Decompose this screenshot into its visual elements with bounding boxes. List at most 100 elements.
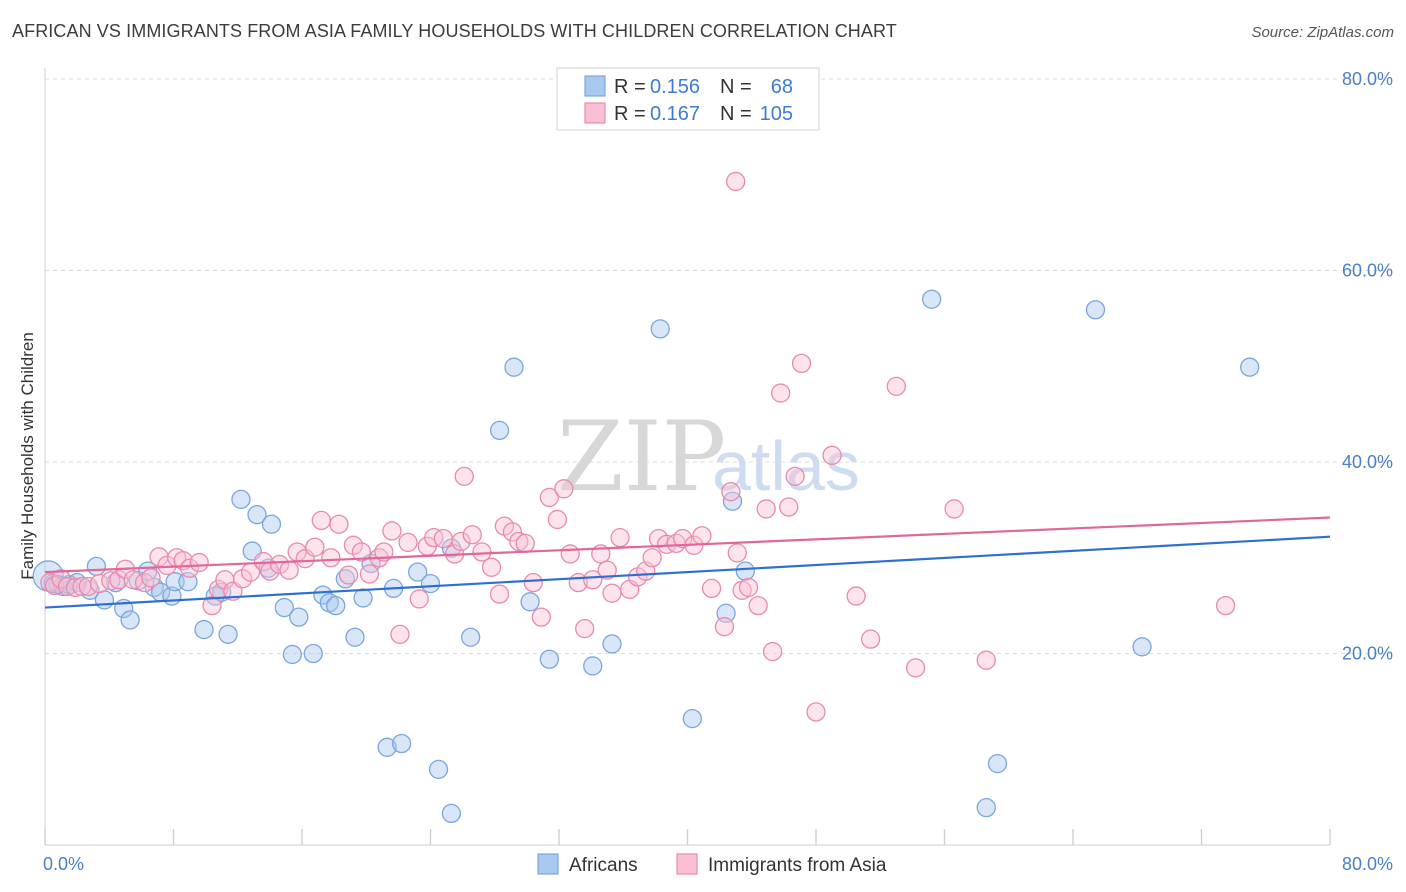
point-1-54 (481, 557, 502, 577)
point-1-48 (433, 528, 454, 549)
point-1-19 (189, 552, 209, 573)
trend-line-1 (44, 516, 1331, 574)
legend-r-label-2: R = (614, 103, 646, 125)
legend-r-label: R = (614, 76, 646, 98)
watermark-atlas: atlas (712, 427, 860, 505)
point-0-44 (428, 759, 449, 780)
point-1-6 (78, 576, 99, 597)
point-0-37 (353, 588, 373, 608)
trend-lines (44, 516, 1331, 609)
watermark: ZIP atlas (557, 401, 860, 513)
point-1-93 (779, 497, 799, 517)
bottom-legend-africans: Africans (569, 855, 638, 876)
point-1-43 (390, 624, 410, 644)
point-1-53 (472, 542, 492, 562)
trend-line-0 (44, 535, 1331, 609)
point-1-47 (424, 527, 444, 548)
point-0-30 (289, 607, 309, 627)
point-1-91 (762, 641, 783, 662)
point-0-11 (120, 610, 140, 630)
point-1-100 (886, 376, 906, 397)
point-1-104 (1215, 595, 1236, 616)
point-1-88 (738, 577, 759, 598)
grid-lines (45, 78, 1392, 654)
point-1-98 (846, 586, 866, 606)
point-0-42 (407, 562, 428, 582)
point-0-49 (504, 357, 524, 377)
chart-title: AFRICAN VS IMMIGRANTS FROM ASIA FAMILY H… (12, 21, 897, 41)
point-1-44 (398, 532, 418, 553)
point-0-46 (441, 803, 462, 824)
bottom-legend-asia: Immigrants from Asia (708, 855, 887, 876)
point-0-55 (682, 708, 702, 729)
y-tick-label-2: 60.0% (1342, 261, 1393, 281)
legend-n-value-asia: 105 (760, 103, 793, 125)
point-0-23 (231, 489, 251, 509)
point-1-29 (279, 560, 299, 580)
point-1-68 (583, 570, 603, 590)
point-1-35 (329, 514, 349, 534)
point-1-65 (560, 544, 580, 564)
point-0-47 (461, 627, 481, 647)
point-1-102 (944, 499, 964, 519)
point-1-9 (109, 570, 129, 590)
y-tick-label-3: 80.0% (1342, 69, 1393, 89)
bottom-legend-swatch-asia (676, 853, 698, 875)
point-1-71 (602, 583, 622, 603)
point-1-52 (462, 525, 482, 545)
point-1-80 (673, 528, 693, 549)
point-1-86 (727, 543, 747, 563)
point-0-22 (218, 624, 238, 644)
legend-swatch-asia (584, 102, 606, 124)
point-1-63 (547, 509, 568, 530)
point-0-63 (1132, 637, 1152, 657)
point-1-60 (523, 572, 543, 593)
point-1-32 (305, 537, 325, 557)
point-1-37 (343, 535, 364, 555)
point-0-8 (94, 590, 115, 610)
point-0-29 (282, 644, 303, 665)
point-0-41 (391, 733, 412, 754)
legend-r-value-africans: 0.156 (650, 76, 700, 98)
legend-box: R = 0.156 N = 68 R = 0.167 N = 105 (556, 67, 820, 131)
point-0-52 (583, 656, 603, 676)
point-1-34 (321, 548, 341, 568)
point-0-60 (976, 798, 996, 818)
watermark-zip: ZIP (557, 401, 726, 513)
point-1-13 (141, 568, 161, 588)
point-1-84 (714, 617, 735, 637)
point-0-62 (1085, 300, 1106, 320)
point-1-83 (701, 578, 722, 599)
point-1-92 (771, 383, 791, 403)
point-1-85 (721, 482, 741, 502)
point-1-42 (382, 521, 402, 541)
point-1-51 (454, 466, 474, 487)
point-1-28 (269, 554, 290, 575)
point-1-50 (451, 531, 471, 552)
point-1-105 (726, 171, 746, 192)
point-1-89 (748, 595, 768, 616)
point-1-2 (51, 569, 71, 589)
point-1-8 (101, 571, 121, 591)
point-0-53 (602, 634, 622, 654)
point-1-95 (791, 353, 812, 374)
point-1-97 (822, 445, 842, 465)
x-tick-label-0: 0.0% (43, 854, 84, 874)
point-1-3 (57, 576, 78, 597)
bottom-legend: Africans Immigrants from Asia (537, 853, 887, 876)
legend-swatch-africans (584, 75, 606, 97)
point-0-57 (722, 491, 743, 511)
point-1-99 (860, 629, 881, 649)
point-0-28 (274, 597, 294, 618)
point-1-90 (756, 499, 776, 519)
point-0-39 (377, 737, 397, 757)
bottom-legend-swatch-africans (537, 853, 559, 875)
point-1-76 (642, 548, 662, 568)
tick-labels: 20.0% 40.0% 60.0% 80.0% 0.0% 80.0% (43, 69, 1393, 874)
point-1-101 (905, 658, 926, 678)
point-0-50 (520, 592, 540, 612)
legend-r-value-asia: 0.167 (650, 103, 700, 125)
point-1-20 (202, 595, 222, 616)
point-1-64 (554, 479, 574, 499)
